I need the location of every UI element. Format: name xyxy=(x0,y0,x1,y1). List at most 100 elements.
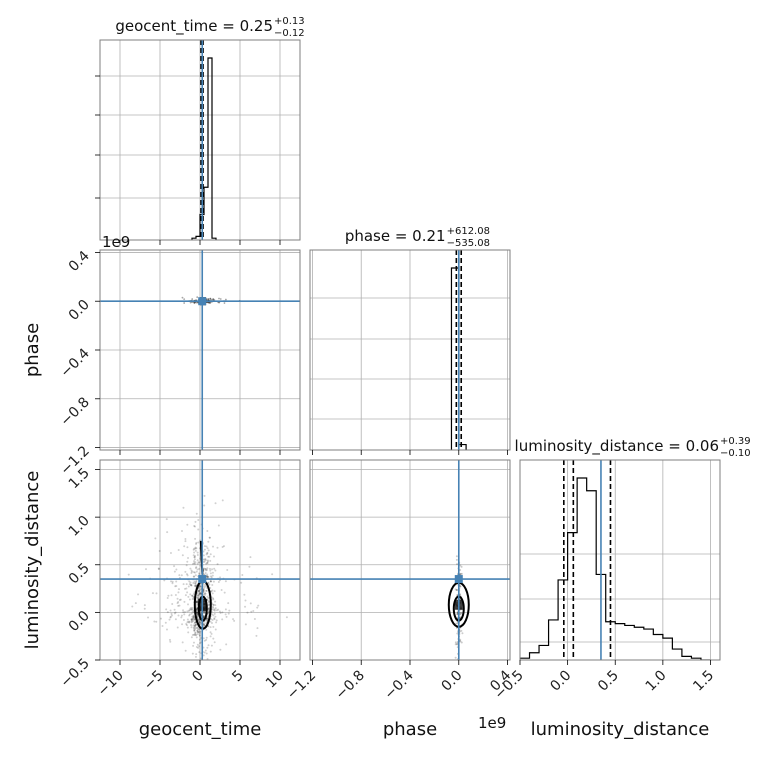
sample-point xyxy=(195,547,198,550)
sample-point xyxy=(208,555,211,558)
sample-point xyxy=(188,583,191,586)
sample-point xyxy=(165,628,168,631)
y-tick-label: −0.8 xyxy=(57,394,92,429)
sample-point xyxy=(192,641,195,644)
sample-point xyxy=(194,555,197,558)
sample-point xyxy=(206,595,209,598)
sample-point xyxy=(244,623,247,626)
sample-point xyxy=(188,613,191,616)
sample-point xyxy=(205,628,208,631)
sample-point xyxy=(218,297,220,300)
sample-point xyxy=(232,618,235,621)
sample-point xyxy=(143,607,146,610)
sample-point xyxy=(194,585,197,588)
sample-point xyxy=(208,302,211,304)
sample-point xyxy=(213,618,216,621)
sample-point xyxy=(194,561,197,564)
sample-point xyxy=(199,667,201,669)
sample-point xyxy=(191,608,194,611)
sample-point xyxy=(192,627,195,630)
sample-point xyxy=(209,580,212,583)
sample-point xyxy=(228,609,231,612)
sample-point xyxy=(216,546,219,549)
sample-point xyxy=(215,619,218,622)
sample-point xyxy=(207,540,210,543)
sample-point xyxy=(198,593,201,596)
sample-point xyxy=(197,630,200,633)
sample-point xyxy=(204,592,207,595)
sample-point xyxy=(196,612,199,615)
sample-point xyxy=(459,640,462,643)
sample-point xyxy=(214,628,217,631)
sample-point xyxy=(192,581,195,584)
sample-point xyxy=(191,617,194,620)
sample-point xyxy=(157,567,160,570)
sample-point xyxy=(195,607,198,610)
sample-point xyxy=(213,567,216,570)
sample-point xyxy=(166,531,169,534)
sample-point xyxy=(214,569,217,572)
sample-point xyxy=(207,298,210,301)
sample-point xyxy=(212,625,215,628)
sample-point xyxy=(195,611,198,614)
sample-point xyxy=(166,611,169,614)
sample-point xyxy=(208,603,211,606)
sample-point xyxy=(209,650,212,653)
sample-point xyxy=(194,584,197,587)
sample-point xyxy=(207,612,210,615)
sample-point xyxy=(209,297,212,300)
sample-point xyxy=(177,548,180,551)
phase-y-offset-label: 1e9 xyxy=(102,233,130,251)
sample-point xyxy=(171,602,174,605)
sample-point xyxy=(184,537,187,540)
sample-point xyxy=(206,618,209,621)
sample-point xyxy=(205,574,208,577)
sample-point xyxy=(190,626,193,629)
sample-point xyxy=(213,641,216,644)
sample-point xyxy=(198,591,201,594)
sample-point xyxy=(221,611,224,614)
sample-point xyxy=(225,643,228,646)
sample-point xyxy=(205,619,208,622)
sample-point xyxy=(460,565,463,568)
sample-point xyxy=(194,655,197,658)
sample-point xyxy=(192,595,195,598)
sample-point xyxy=(209,575,212,578)
sample-point xyxy=(198,589,201,592)
sample-point xyxy=(215,609,218,612)
sample-point xyxy=(191,620,194,623)
sample-point xyxy=(193,626,196,629)
sample-point xyxy=(171,614,174,617)
sample-point xyxy=(184,594,187,597)
sample-point xyxy=(193,571,196,574)
sample-point xyxy=(209,580,212,583)
sample-point xyxy=(195,636,198,639)
sample-point xyxy=(198,589,201,592)
sample-point xyxy=(198,621,201,624)
sample-point xyxy=(143,604,146,607)
sample-point xyxy=(205,545,208,548)
sample-point xyxy=(212,597,215,600)
sample-point xyxy=(188,621,191,624)
sample-point xyxy=(212,606,215,609)
sample-point xyxy=(207,581,210,584)
sample-point xyxy=(193,556,196,559)
sample-point xyxy=(196,568,199,571)
sample-point xyxy=(206,575,209,578)
sample-point xyxy=(186,574,189,577)
sample-point xyxy=(216,661,218,663)
sample-point xyxy=(176,626,179,629)
sample-point xyxy=(184,570,187,573)
sample-point xyxy=(207,555,210,558)
sample-point xyxy=(175,568,178,571)
sample-point xyxy=(187,620,190,623)
sample-point xyxy=(250,610,253,613)
sample-point xyxy=(210,644,213,647)
y-tick-label: 0.0 xyxy=(66,608,93,635)
sample-point xyxy=(204,569,207,572)
sample-point xyxy=(203,548,206,551)
sample-point xyxy=(221,499,224,502)
sample-point xyxy=(179,598,182,601)
sample-point xyxy=(190,608,193,611)
sample-point xyxy=(456,613,459,616)
